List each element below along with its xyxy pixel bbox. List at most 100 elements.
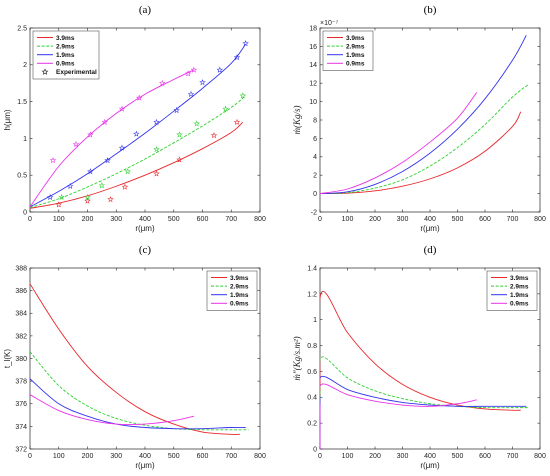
- experimental-point: [118, 144, 126, 151]
- experimental-point: [239, 92, 246, 99]
- x-tick-label: 200: [82, 216, 94, 223]
- y-tick-label: 0.5: [17, 173, 27, 180]
- x-tick-label: 200: [82, 453, 94, 460]
- experimental-point: [216, 66, 223, 73]
- experimental-point: [190, 66, 198, 73]
- experimental-point: [55, 201, 62, 208]
- experimental-point: [72, 140, 80, 148]
- x-tick-label: 300: [110, 216, 122, 223]
- x-tick-label: 600: [197, 453, 209, 460]
- experimental-point: [159, 79, 166, 86]
- x-tick-label: 300: [397, 216, 409, 223]
- legend-star-icon: [41, 68, 49, 75]
- experimental-point: [176, 156, 183, 163]
- experimental-point: [193, 120, 200, 127]
- y-tick-label: 1.2: [307, 291, 317, 298]
- y-tick-label: 378: [15, 379, 27, 386]
- series-line-2.9ms: [30, 95, 246, 209]
- experimental-point: [87, 131, 94, 138]
- chart-panel-3: 0 100 200 300 400 500 600 700 800 372 374 376 378 380…: [3, 244, 266, 470]
- y-tick-label: 0.6: [307, 369, 317, 376]
- x-tick-label: 600: [197, 216, 209, 223]
- y-tick-label: 0: [313, 446, 317, 453]
- y-tick-label: 4: [313, 154, 317, 161]
- series-group: [320, 290, 529, 449]
- experimental-point: [184, 70, 192, 77]
- x-axis-label: r(μm): [420, 461, 440, 470]
- series-line-0.9ms: [320, 92, 478, 195]
- y-axis-label: ṁ(Kg/s): [292, 105, 302, 134]
- series-line-0.9ms: [30, 394, 194, 426]
- x-tick-label: 100: [53, 216, 65, 223]
- y-tick-label: 0: [313, 191, 317, 198]
- legend-label: 0.9ms: [346, 61, 365, 68]
- panel-label: (c): [139, 244, 152, 256]
- x-tick-label: 800: [254, 216, 266, 223]
- y-tick-label: 374: [15, 424, 27, 431]
- experimental-point: [104, 157, 111, 164]
- y-tick-label: 18: [309, 25, 317, 32]
- x-tick-label: 800: [534, 216, 546, 223]
- legend-label: 1.9ms: [56, 52, 75, 59]
- experimental-point: [98, 182, 106, 189]
- y-tick-label: 388: [15, 265, 27, 272]
- experimental-point: [233, 118, 241, 125]
- x-tick-label: 200: [369, 453, 381, 460]
- x-tick-label: 400: [139, 453, 151, 460]
- legend-label: 2.9ms: [346, 43, 365, 50]
- y-tick-label: 14: [309, 62, 317, 69]
- x-tick-label: 400: [139, 216, 151, 223]
- experimental-point: [222, 105, 229, 112]
- experimental-point: [153, 170, 160, 177]
- y-tick-label: 1: [313, 317, 317, 324]
- experimental-point: [118, 105, 126, 112]
- legend-label: 3.9ms: [510, 275, 529, 282]
- series-line-1.9ms: [320, 375, 527, 449]
- legend-label: 2.9ms: [56, 43, 75, 50]
- y-tick-label: 0.8: [307, 343, 317, 350]
- chart-panel-2: 0 100 200 300 400 500 600 700 800-20246810121416…: [292, 4, 546, 233]
- y-tick-label: 0.2: [307, 421, 317, 428]
- y-multiplier: ×10⁻⁷: [320, 20, 339, 27]
- chart-panel-1: 0 100 200 300 400 500 600 700 800 0 0.5 1 1.5 2 2.5 r(μ…: [3, 4, 266, 233]
- x-tick-label: 500: [452, 216, 464, 223]
- legend-label: Experimental: [56, 69, 97, 76]
- experimental-point: [107, 196, 114, 203]
- panel-label: (d): [424, 244, 437, 256]
- panel-label: (b): [424, 4, 437, 16]
- series-line-3.9ms: [320, 290, 521, 449]
- y-tick-label: 0.4: [307, 395, 317, 402]
- x-tick-label: 400: [424, 216, 436, 223]
- y-tick-label: 1.4: [307, 265, 317, 272]
- experimental-point: [153, 146, 160, 153]
- series-line-2.9ms: [320, 83, 530, 195]
- series-line-1.9ms: [30, 43, 246, 208]
- legend-label: 1.9ms: [230, 292, 249, 299]
- series-line-3.9ms: [30, 121, 244, 209]
- experimental-point: [210, 132, 218, 139]
- y-tick-label: 382: [15, 333, 27, 340]
- x-tick-label: 100: [53, 453, 65, 460]
- x-tick-label: 0: [318, 453, 322, 460]
- y-tick-label: 10: [309, 99, 317, 106]
- legend-label: 1.9ms: [510, 292, 529, 299]
- y-axis-label: ṁ″(Kg/s.m²): [292, 336, 302, 380]
- legend-label: 0.9ms: [56, 61, 75, 68]
- x-tick-label: 500: [168, 216, 180, 223]
- experimental-point: [133, 130, 140, 137]
- x-tick-label: 300: [397, 453, 409, 460]
- legend-label: 3.9ms: [230, 275, 249, 282]
- series-line-3.9ms: [30, 283, 240, 435]
- y-tick-label: 376: [15, 401, 27, 408]
- experimental-point: [121, 183, 129, 190]
- x-axis-label: r(μm): [420, 224, 440, 233]
- x-tick-label: 400: [424, 453, 436, 460]
- y-axis-label: h(μm): [3, 109, 12, 130]
- x-tick-label: 700: [225, 216, 237, 223]
- experimental-point: [124, 168, 131, 175]
- x-tick-label: 700: [507, 216, 519, 223]
- y-tick-label: 16: [309, 44, 317, 51]
- series-line-3.9ms: [320, 111, 522, 195]
